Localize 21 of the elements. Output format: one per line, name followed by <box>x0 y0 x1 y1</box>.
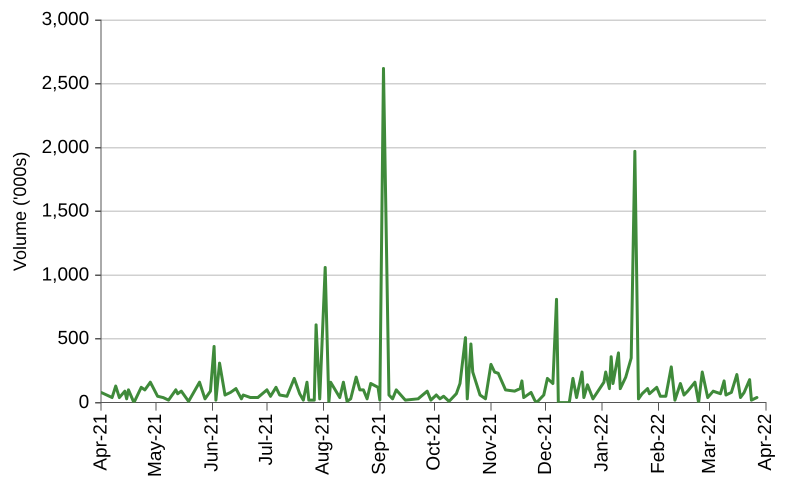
y-tick-label: 3,000 <box>42 9 90 30</box>
x-tick-label: Dec-21 <box>534 414 556 475</box>
y-tick-label: 1,500 <box>42 200 90 222</box>
y-tick-label: 2,000 <box>42 136 90 158</box>
x-tick-label: Jul-21 <box>256 414 278 466</box>
x-tick-label: Nov-21 <box>480 414 502 475</box>
x-tick-label: Aug-21 <box>312 414 334 475</box>
y-axis-title: Volume ('000s) <box>10 152 30 272</box>
x-tick-label: Mar-22 <box>698 414 720 474</box>
y-tick-label: 0 <box>78 392 90 413</box>
y-tick-label: 2,500 <box>42 73 90 94</box>
y-tick-label: 1,000 <box>42 264 90 286</box>
x-tick-label: Apr-21 <box>90 414 112 471</box>
x-tick-label: Jun-21 <box>201 414 222 472</box>
x-tick-label: Apr-22 <box>755 414 776 471</box>
x-tick-label: May-21 <box>145 414 166 478</box>
x-tick-label: Feb-22 <box>648 414 669 474</box>
x-tick-label: Jan-22 <box>591 414 612 472</box>
x-tick-label: Oct-21 <box>424 414 445 471</box>
y-tick-label: 500 <box>57 328 90 350</box>
x-tick-label: Sep-21 <box>369 414 390 475</box>
